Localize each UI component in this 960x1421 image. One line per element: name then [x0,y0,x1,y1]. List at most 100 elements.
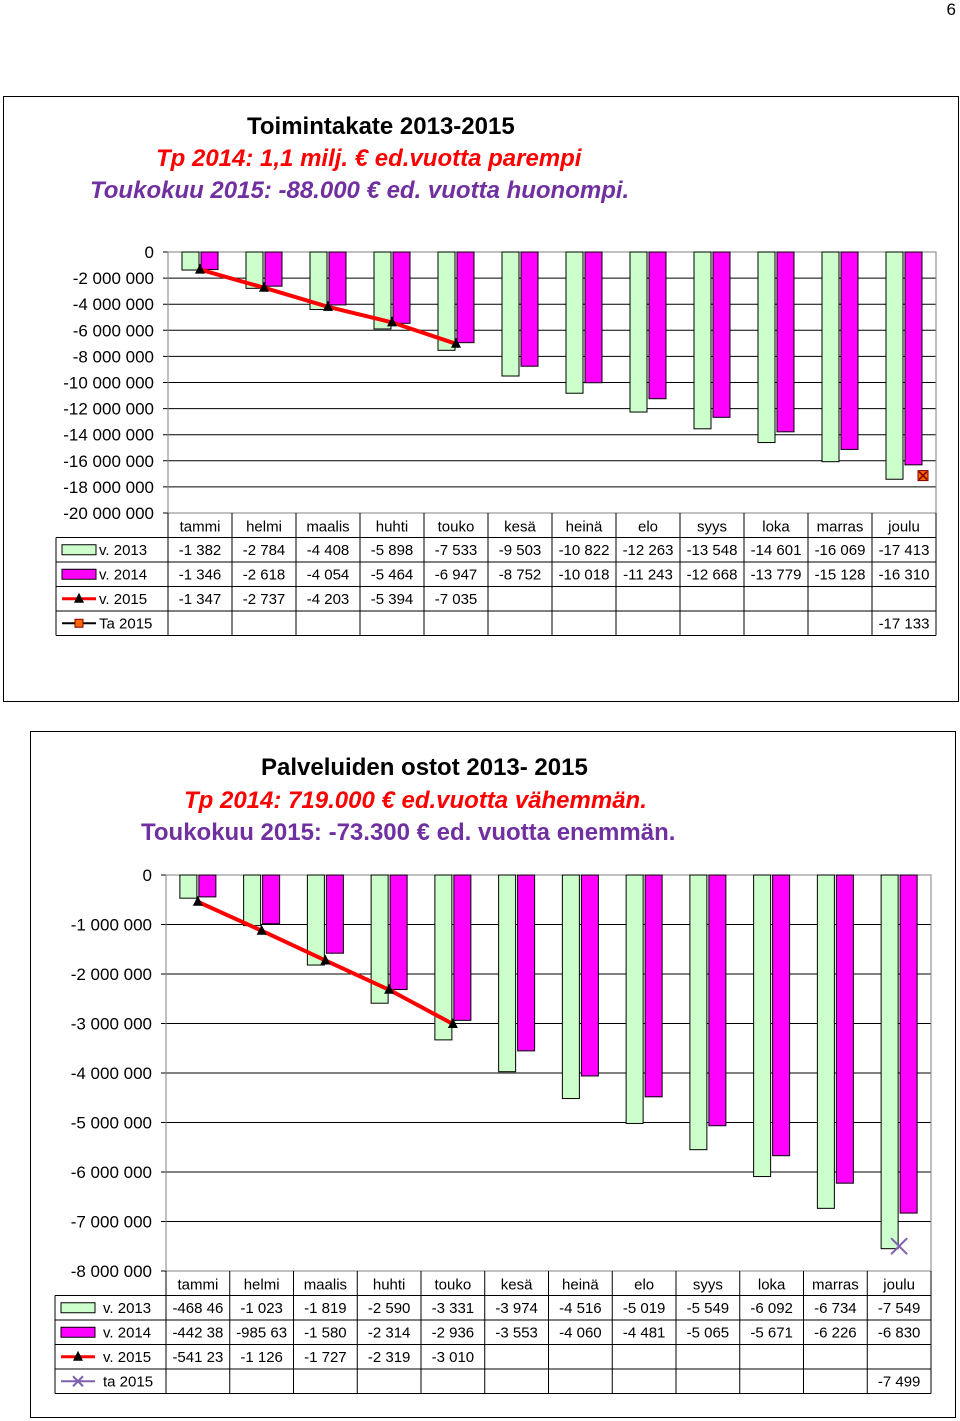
table-cell: -7 549 [878,1300,921,1317]
table-cell: -3 010 [432,1349,475,1366]
table-month-header: huhti [376,519,409,536]
table-month-header: helmi [244,1277,280,1294]
bar-2013 [434,874,453,1041]
legend-swatch-2013 [60,1302,96,1314]
bar-2014 [708,874,727,1127]
table-cell: -7 035 [435,591,478,608]
table-cell: -3 331 [432,1300,475,1317]
bar-2014 [520,251,539,367]
bar-2013 [561,874,580,1100]
bar-2014 [644,874,663,1098]
table-month-header: heinä [566,519,603,536]
table-cell: -2 936 [432,1324,475,1341]
bar-2014 [904,251,923,466]
marker-target [890,1237,908,1255]
table-cell: -16 069 [815,542,866,559]
table-cell: -8 752 [499,566,542,583]
table-cell: -15 128 [815,566,866,583]
bar-2013 [373,251,392,330]
table-cell: -7 533 [435,542,478,559]
table-cell: -5 671 [750,1324,793,1341]
bar-2013 [625,874,644,1124]
table-month-header: tammi [177,1277,218,1294]
table-month-header: marras [812,1277,859,1294]
marker-2015 [195,263,205,274]
bar-2013 [245,251,264,289]
marker-2015 [323,300,333,311]
bar-2014 [580,874,599,1077]
table-month-header: joulu [887,519,920,536]
y-tick-label: -20 000 000 [63,504,154,523]
y-tick-label: -16 000 000 [63,452,154,471]
y-tick-label: -14 000 000 [63,426,154,445]
chart-subtitle-2: Toukokuu 2015: -73.300 € ed. vuotta enem… [141,819,676,846]
table-month-header: kesä [501,1277,533,1294]
y-tick-label: -2 000 000 [73,269,154,288]
table-cell: -16 310 [879,566,930,583]
table-cell: -7 499 [878,1373,921,1390]
bar-2014 [264,251,283,287]
y-tick-label: 0 [145,243,154,262]
chart-slide-toimintakate: Toimintakate 2013-2015 Tp 2014: 1,1 milj… [3,96,959,702]
y-tick-label: -4 000 000 [73,295,154,314]
table-cell: -17 133 [879,615,930,632]
table-cell: -2 590 [368,1300,411,1317]
bar-2014 [712,251,731,418]
chart-slide-palveluiden-ostot: Palveluiden ostot 2013- 2015 Tp 2014: 71… [30,731,956,1418]
table-month-header: joulu [882,1277,915,1294]
table-month-header: kesä [504,519,536,536]
marker-2015 [320,954,331,965]
table-cell: -10 822 [559,542,610,559]
table-cell: -468 46 [172,1300,223,1317]
table-row-label: v. 2014 [103,1324,151,1341]
marker-2015 [259,281,269,292]
legend-swatch-2014 [61,568,97,580]
marker-2015 [192,895,203,906]
bar-2013 [689,874,708,1151]
bar-2013 [816,874,835,1209]
table-cell: -2 784 [243,542,286,559]
bar-2014 [198,874,217,898]
table-row-label: v. 2015 [103,1349,151,1366]
bar-2013 [753,874,772,1178]
bar-2013 [501,251,520,377]
bar-2013 [309,251,328,311]
table-cell: -10 018 [559,566,610,583]
bar-2014 [899,874,918,1214]
y-tick-label: -4 000 000 [71,1064,152,1083]
table-cell: -5 394 [371,591,414,608]
bar-2013 [693,251,712,430]
table-cell: -2 618 [243,566,286,583]
legend-marker-2015 [73,1350,83,1361]
table-row-label: v. 2013 [99,542,147,559]
table-cell: -17 413 [879,542,930,559]
table-month-header: huhti [373,1277,406,1294]
legend-marker-target [74,618,84,628]
table-cell: -1 346 [179,566,222,583]
table-cell: -2 314 [368,1324,411,1341]
table-cell: -3 974 [495,1300,538,1317]
table-month-header: syys [693,1277,723,1294]
bar-2014 [392,251,411,324]
bar-2014 [772,874,791,1157]
table-row-label: v. 2014 [99,566,147,583]
table-month-header: elo [638,519,658,536]
bar-2014 [456,251,475,344]
table-cell: -4 203 [307,591,350,608]
table-month-header: loka [758,1277,786,1294]
table-cell: -6 226 [814,1324,857,1341]
bar-2013 [885,251,904,480]
table-row-label: v. 2013 [103,1300,151,1317]
table-row-label: ta 2015 [103,1373,153,1390]
y-tick-label: -8 000 000 [73,347,154,366]
table-month-header: syys [697,519,727,536]
table-cell: -5 549 [687,1300,730,1317]
table-cell: -4 060 [559,1324,602,1341]
table-cell: -1 126 [240,1349,283,1366]
table-month-header: loka [762,519,790,536]
table-month-header: maalis [304,1277,347,1294]
bar-2013 [880,874,899,1250]
bar-2014 [648,251,667,400]
legend-swatch-2013 [61,544,97,556]
bar-2013 [565,251,584,394]
